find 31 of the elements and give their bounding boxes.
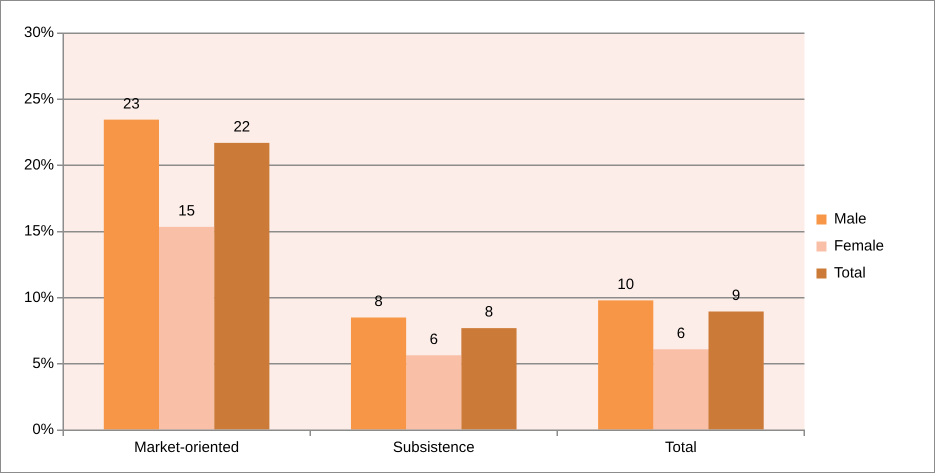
bar xyxy=(653,349,709,430)
y-tick-label: 30% xyxy=(24,24,54,42)
data-label: 6 xyxy=(430,330,438,348)
y-tick-label: 10% xyxy=(24,288,54,306)
bar xyxy=(350,318,406,430)
bar xyxy=(406,355,462,430)
bar xyxy=(598,300,654,430)
y-tick-label: 25% xyxy=(24,90,54,108)
bar xyxy=(461,328,517,430)
data-label: 15 xyxy=(178,202,195,220)
y-tick-label: 5% xyxy=(32,354,54,372)
data-label: 8 xyxy=(374,293,383,310)
data-label: 10 xyxy=(617,276,634,293)
bar xyxy=(104,120,159,430)
legend-label: Total xyxy=(834,264,866,282)
legend-label: Male xyxy=(834,210,866,228)
bar xyxy=(214,142,270,430)
data-label: 6 xyxy=(676,324,686,342)
data-label: 23 xyxy=(123,95,140,112)
y-tick-label: 0% xyxy=(32,421,54,438)
data-label: 9 xyxy=(732,287,740,304)
y-tick-label: 15% xyxy=(24,222,54,240)
data-label: 8 xyxy=(484,304,494,321)
x-tick-label: Total xyxy=(665,439,697,456)
bar xyxy=(159,226,214,430)
x-tick-label: Subsistence xyxy=(392,439,475,456)
x-tick-label: Market-oriented xyxy=(134,439,240,456)
bar xyxy=(708,312,764,430)
legend-label: Female xyxy=(834,238,884,255)
data-label: 22 xyxy=(233,118,250,136)
y-tick-label: 20% xyxy=(24,156,54,174)
